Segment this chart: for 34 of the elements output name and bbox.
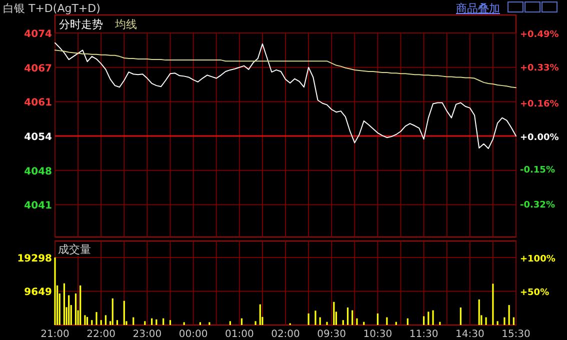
y2-tick-label: +0.33% <box>520 64 559 74</box>
x-tick-label: 15:30 <box>502 329 530 340</box>
x-tick-label: 00:00 <box>178 329 208 340</box>
chart-title: 成交量 <box>58 243 91 256</box>
x-tick-label: 01:00 <box>224 329 254 340</box>
y2-tick-label: +0.49% <box>520 30 559 40</box>
line-series <box>54 50 516 88</box>
y2-tick-label: +0.00% <box>520 133 559 144</box>
x-tick-label: 02:00 <box>271 329 300 340</box>
x-tick-label: 09:30 <box>317 329 346 340</box>
x-tick-label: 22:00 <box>86 329 116 340</box>
chart-title: 白银 T+D(AgT+D) <box>3 2 100 15</box>
text: 商品叠加 <box>456 2 500 15</box>
y-tick-label: 4061 <box>24 98 52 109</box>
y-tick-label: 4074 <box>24 29 52 40</box>
text: 均线 <box>114 18 137 31</box>
line-series <box>54 42 516 150</box>
y-tick-label: 9649 <box>24 287 52 298</box>
x-tick-label: 10:30 <box>363 329 392 340</box>
y-tick-label: 4067 <box>24 63 52 74</box>
y2-tick-label: +0.16% <box>520 99 559 110</box>
y2-tick-label: +50% <box>520 288 550 298</box>
y-tick-label: 4054 <box>24 132 52 144</box>
y2-tick-label: -0.32% <box>520 200 555 210</box>
y2-tick-label: +100% <box>520 254 556 264</box>
x-tick-label: 14:30 <box>455 329 484 340</box>
x-tick-label: 11:30 <box>409 329 438 340</box>
x-tick-label: 23:00 <box>132 329 162 340</box>
y-tick-label: 4041 <box>24 200 52 212</box>
y2-tick-label: -0.15% <box>520 165 555 176</box>
series-label: 分时走势 <box>59 18 103 31</box>
y-tick-label: 19298 <box>17 253 52 264</box>
y-tick-label: 4048 <box>24 166 52 178</box>
x-tick-label: 21:00 <box>40 329 70 340</box>
